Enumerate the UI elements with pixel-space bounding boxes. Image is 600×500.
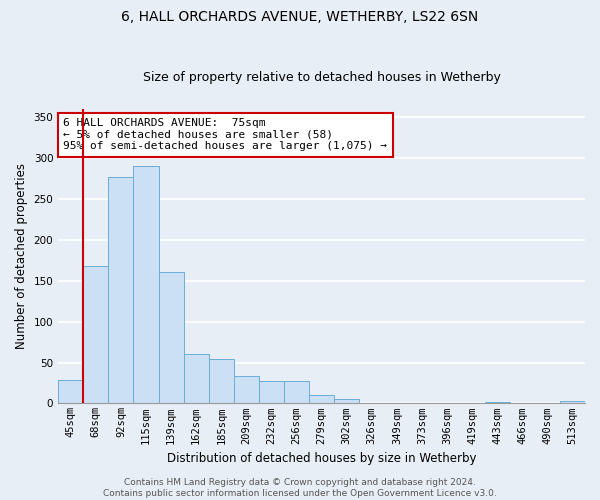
Bar [309,395,334,404]
Bar [209,360,234,404]
Bar [359,402,385,404]
Text: Contains HM Land Registry data © Crown copyright and database right 2024.
Contai: Contains HM Land Registry data © Crown c… [103,478,497,498]
X-axis label: Distribution of detached houses by size in Wetherby: Distribution of detached houses by size … [167,452,476,465]
Bar [560,401,585,404]
Title: Size of property relative to detached houses in Wetherby: Size of property relative to detached ho… [143,72,500,85]
Bar [234,376,259,404]
Y-axis label: Number of detached properties: Number of detached properties [15,164,28,350]
Bar [334,400,359,404]
Text: 6, HALL ORCHARDS AVENUE, WETHERBY, LS22 6SN: 6, HALL ORCHARDS AVENUE, WETHERBY, LS22 … [121,10,479,24]
Bar [109,177,133,404]
Bar [284,382,309,404]
Bar [83,266,109,404]
Text: 6 HALL ORCHARDS AVENUE:  75sqm
← 5% of detached houses are smaller (58)
95% of s: 6 HALL ORCHARDS AVENUE: 75sqm ← 5% of de… [64,118,388,152]
Bar [158,272,184,404]
Bar [58,380,83,404]
Bar [133,166,158,404]
Bar [485,402,510,404]
Bar [259,382,284,404]
Bar [385,402,409,404]
Bar [184,354,209,404]
